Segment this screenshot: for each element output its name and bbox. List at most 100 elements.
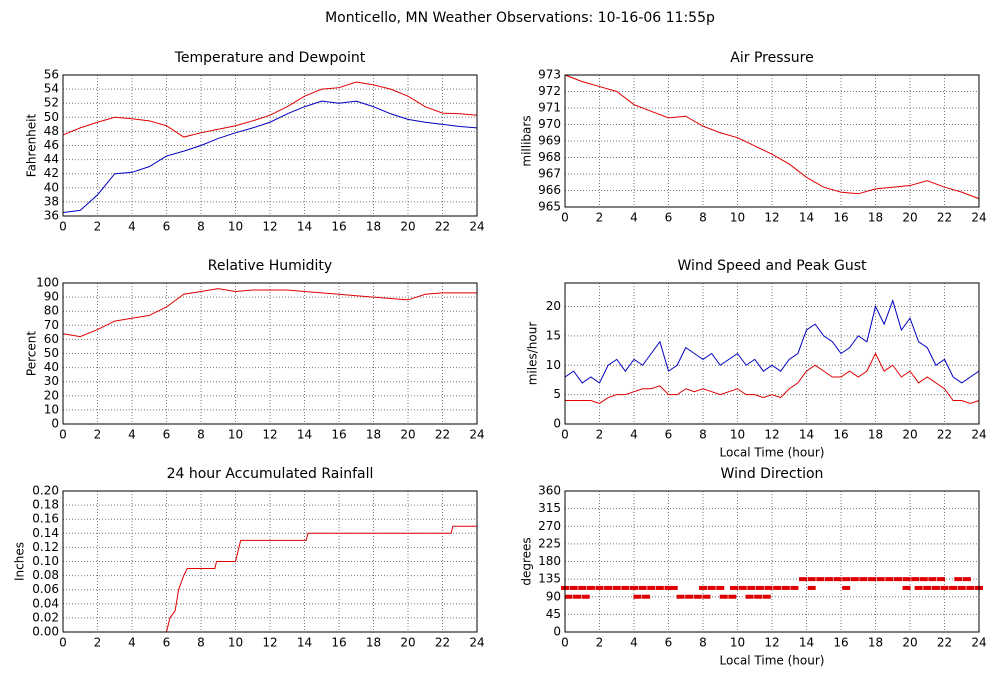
x-tick-label: 4 <box>128 636 136 650</box>
data-point <box>940 585 949 590</box>
data-point <box>747 585 756 590</box>
data-point <box>816 577 825 582</box>
y-tick-label: 973 <box>538 68 561 82</box>
y-tick-label: 0 <box>51 417 59 431</box>
data-point <box>633 594 642 599</box>
data-point <box>762 594 771 599</box>
data-line <box>63 525 477 633</box>
data-point <box>578 585 587 590</box>
data-point <box>642 594 651 599</box>
data-point <box>807 585 816 590</box>
y-tick-label: 0.14 <box>32 526 59 540</box>
data-point <box>833 577 842 582</box>
x-tick-label: 12 <box>764 428 779 442</box>
x-tick-label: 24 <box>971 211 986 225</box>
y-tick-label: 30 <box>44 374 59 388</box>
x-tick-label: 10 <box>730 211 745 225</box>
y-tick-label: 38 <box>44 194 59 208</box>
data-point <box>581 594 590 599</box>
data-line <box>564 74 980 200</box>
x-tick-label: 8 <box>699 211 707 225</box>
chart-title: Air Pressure <box>730 50 813 66</box>
y-tick-label: 48 <box>44 124 59 138</box>
x-tick-label: 10 <box>228 428 243 442</box>
data-point <box>564 594 573 599</box>
x-tick-label: 8 <box>197 428 205 442</box>
x-tick-label: 2 <box>596 636 604 650</box>
x-tick-label: 6 <box>163 220 171 234</box>
x-tick-label: 12 <box>262 428 277 442</box>
x-tick-label: 20 <box>902 636 917 650</box>
data-point <box>807 577 816 582</box>
y-tick-label: 180 <box>538 554 561 568</box>
x-tick-label: 20 <box>400 428 415 442</box>
data-point <box>702 594 711 599</box>
data-point <box>902 577 911 582</box>
y-tick-label: 70 <box>44 318 59 332</box>
data-point <box>966 585 975 590</box>
data-point <box>781 585 790 590</box>
y-tick-label: 0 <box>553 625 561 639</box>
x-tick-label: 8 <box>197 636 205 650</box>
x-tick-label: 6 <box>665 211 673 225</box>
x-tick-label: 14 <box>799 636 814 650</box>
x-tick-label: 18 <box>868 211 883 225</box>
y-tick-label: 50 <box>44 346 59 360</box>
x-tick-label: 8 <box>699 636 707 650</box>
x-tick-label: 16 <box>331 636 346 650</box>
x-tick-label: 2 <box>94 636 102 650</box>
x-tick-label: 16 <box>833 211 848 225</box>
y-axis-label: Percent <box>25 331 39 376</box>
y-tick-label: 0.10 <box>32 554 59 568</box>
x-tick-label: 0 <box>561 428 569 442</box>
data-point <box>595 585 604 590</box>
data-point <box>876 577 885 582</box>
plot-frame <box>564 74 980 208</box>
x-tick-label: 20 <box>902 428 917 442</box>
y-tick-label: 360 <box>538 484 561 498</box>
y-tick-label: 0 <box>553 417 561 431</box>
x-tick-label: 2 <box>94 220 102 234</box>
plot-frame <box>564 282 980 425</box>
y-tick-label: 0.04 <box>32 596 59 610</box>
data-line <box>62 288 477 338</box>
x-tick-label: 4 <box>630 428 638 442</box>
x-tick-label: 16 <box>331 428 346 442</box>
y-tick-label: 967 <box>538 167 561 181</box>
data-line <box>62 100 478 213</box>
data-point <box>850 577 859 582</box>
data-line <box>564 299 980 384</box>
y-tick-label: 0.08 <box>32 568 59 582</box>
y-axis-label: millibars <box>520 115 534 166</box>
data-line <box>62 81 478 138</box>
y-tick-label: 5 <box>553 387 561 401</box>
x-tick-label: 2 <box>596 428 604 442</box>
data-point <box>842 577 851 582</box>
x-tick-label: 6 <box>163 428 171 442</box>
x-tick-label: 18 <box>868 636 883 650</box>
y-axis-label: miles/hour <box>526 322 540 386</box>
x-tick-label: 10 <box>228 636 243 650</box>
x-tick-label: 24 <box>971 636 986 650</box>
y-tick-label: 40 <box>44 360 59 374</box>
data-point <box>790 585 799 590</box>
data-point <box>885 577 894 582</box>
x-tick-label: 24 <box>469 636 484 650</box>
chart-title: Relative Humidity <box>208 258 332 274</box>
data-point <box>745 594 754 599</box>
x-tick-label: 22 <box>937 636 952 650</box>
data-point <box>655 585 664 590</box>
data-point <box>962 577 971 582</box>
x-tick-label: 24 <box>971 428 986 442</box>
data-point <box>630 585 638 590</box>
x-tick-label: 22 <box>435 220 450 234</box>
plot-frame <box>564 490 980 633</box>
data-point <box>685 594 694 599</box>
x-tick-label: 16 <box>833 428 848 442</box>
data-point <box>928 577 937 582</box>
x-tick-label: 14 <box>297 220 312 234</box>
y-tick-label: 972 <box>538 84 561 98</box>
data-line <box>565 352 980 404</box>
y-tick-label: 969 <box>538 134 561 148</box>
x-tick-label: 20 <box>400 636 415 650</box>
